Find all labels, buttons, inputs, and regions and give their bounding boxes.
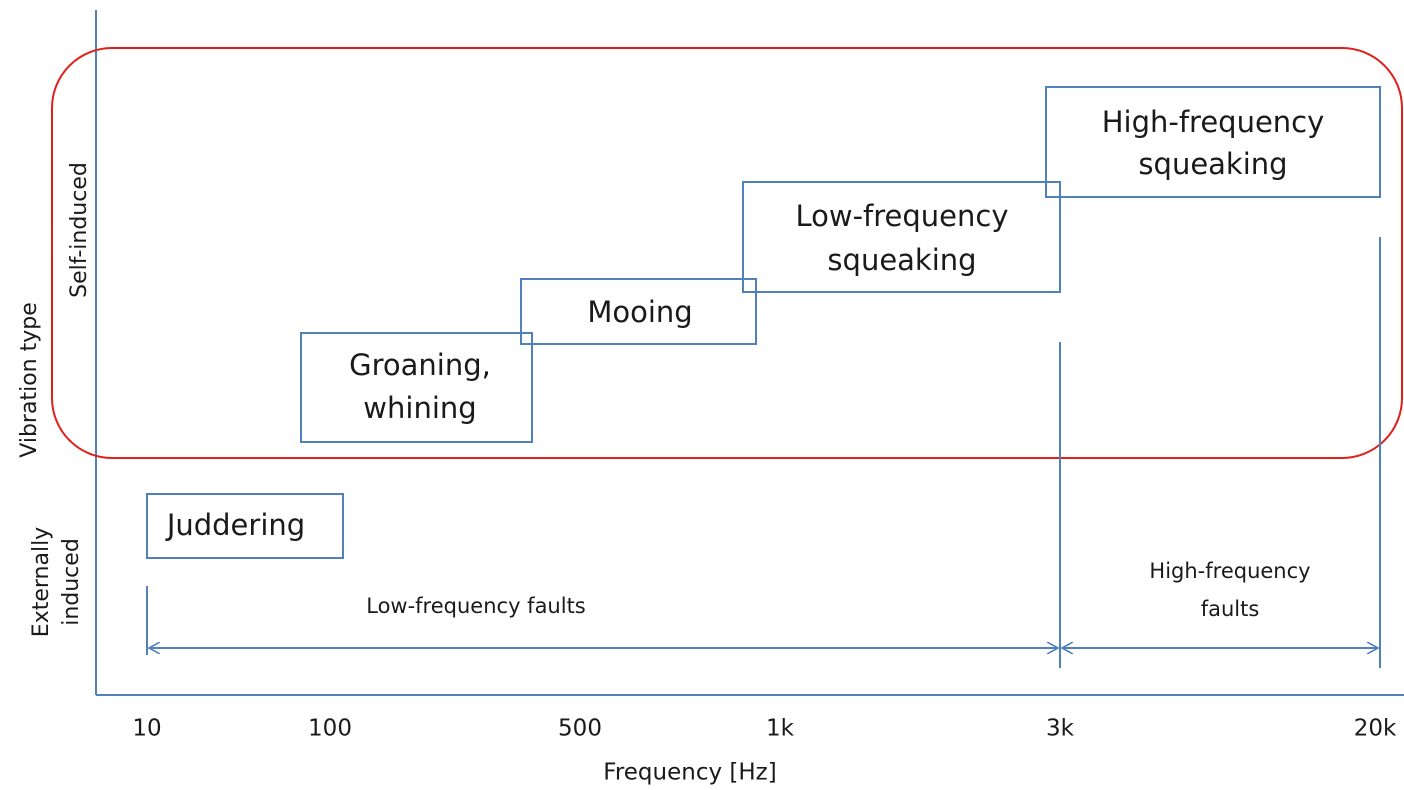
- box-label: Groaning,: [349, 348, 491, 382]
- range-label: Low-frequency faults: [366, 594, 586, 618]
- box: [300, 332, 533, 443]
- y-group-label: Self-induced: [67, 162, 92, 298]
- x-tick-label: 1k: [766, 716, 795, 742]
- box: [1045, 86, 1381, 198]
- x-tick-label: 10: [132, 716, 161, 742]
- y-group-label: Externally: [29, 527, 54, 637]
- box-label: Juddering: [165, 508, 305, 542]
- y-axis-label: Vibration type: [17, 302, 42, 457]
- box-label: High-frequency: [1102, 105, 1325, 139]
- x-tick-label: 100: [308, 716, 352, 742]
- self-induced-group: [51, 47, 1403, 459]
- box: [146, 493, 344, 559]
- x-tick-label: 500: [558, 716, 602, 742]
- box-label: squeaking: [1138, 147, 1287, 181]
- box-label: whining: [363, 391, 476, 425]
- box-label: Mooing: [587, 295, 692, 329]
- range-label: faults: [1201, 597, 1260, 621]
- box: [520, 278, 757, 345]
- range-label: High-frequency: [1149, 559, 1310, 583]
- box-label: Low-frequency: [795, 199, 1008, 233]
- x-tick-label: 3k: [1046, 716, 1075, 742]
- x-axis-label: Frequency [Hz]: [603, 760, 776, 786]
- box-label: squeaking: [827, 243, 976, 277]
- box: [742, 181, 1061, 293]
- x-tick-label: 20k: [1354, 716, 1397, 742]
- y-group-label: induced: [59, 538, 84, 626]
